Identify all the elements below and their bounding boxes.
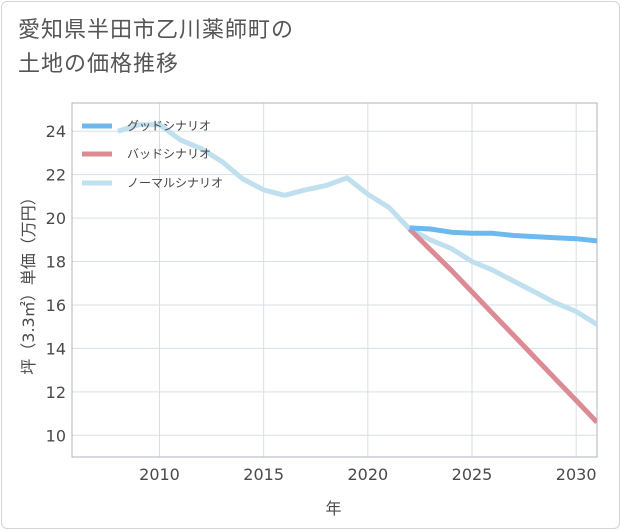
x-axis-title: 年 [325,499,341,518]
x-tick-label: 2025 [452,465,493,484]
series-line-normal [117,122,597,327]
y-tick-label: 12 [46,383,66,402]
legend-label-normal: ノーマルシナリオ [127,176,223,190]
series-line-good [409,225,597,244]
title-line-1: 愛知県半田市乙川薬師町の [18,18,295,43]
legend-label-good: グッドシナリオ [127,119,211,133]
y-axis-title: 坪（3.3㎡）単価（万円） [19,189,38,374]
legend-label-bad: バッドシナリオ [127,147,211,161]
y-tick-label: 16 [46,296,66,315]
series-line-bad [407,227,597,425]
y-tick-label: 10 [46,426,66,445]
y-tick-label: 22 [46,166,66,185]
y-tick-label: 14 [46,339,66,358]
x-tick-label: 2010 [139,465,180,484]
x-tick-label: 2015 [243,465,284,484]
x-tick-label: 2030 [556,465,597,484]
y-tick-label: 18 [46,253,66,272]
chart-title: 愛知県半田市乙川薬師町の 土地の価格推移 [18,14,294,82]
y-tick-label: 20 [46,209,66,228]
y-tick-label: 24 [46,122,66,141]
x-tick-label: 2020 [347,465,388,484]
plot-border [71,102,598,458]
title-line-2: 土地の価格推移 [18,52,180,77]
